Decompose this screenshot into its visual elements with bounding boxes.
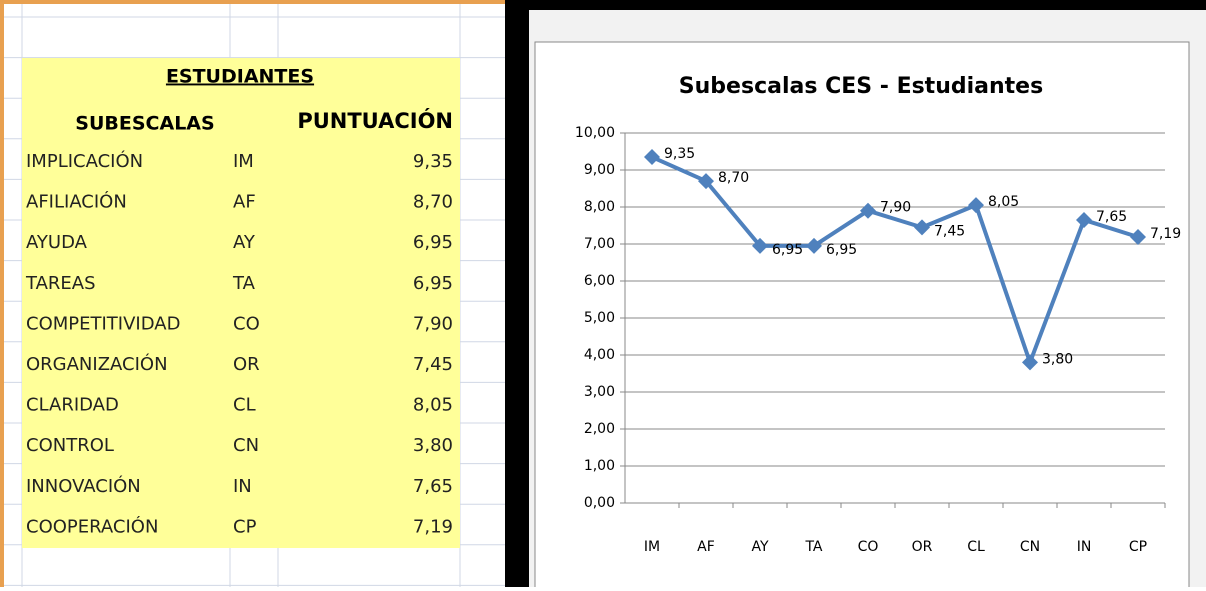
x-tick-label: TA (804, 539, 822, 555)
y-tick-label: 2,00 (584, 421, 615, 437)
data-label: 8,70 (718, 170, 749, 186)
data-label: 9,35 (664, 146, 695, 162)
row-name: AYUDA (26, 232, 88, 253)
data-label: 7,19 (1150, 226, 1181, 242)
row-code: OR (233, 354, 260, 375)
row-score: 7,65 (413, 476, 453, 497)
row-score: 6,95 (413, 273, 453, 294)
row-score: 7,90 (413, 313, 453, 334)
x-tick-label: IN (1077, 539, 1092, 555)
table-title: ESTUDIANTES (166, 66, 314, 88)
marker (644, 149, 660, 166)
data-label: 3,80 (1042, 351, 1073, 367)
row-code: IM (233, 151, 254, 172)
y-tick-label: 0,00 (584, 495, 615, 511)
y-tick-label: 5,00 (584, 310, 615, 326)
marker (860, 202, 876, 219)
x-tick-label: OR (912, 539, 933, 555)
table-header: SUBESCALAS (75, 113, 214, 135)
row-code: AY (233, 232, 256, 253)
marker (1130, 228, 1146, 245)
data-label: 7,90 (880, 200, 911, 216)
row-name: ORGANIZACIÓN (26, 353, 168, 375)
row-name: AFILIACIÓN (26, 191, 127, 213)
row-name: TAREAS (25, 273, 96, 294)
row-code: IN (233, 476, 252, 497)
data-label: 7,65 (1096, 209, 1127, 225)
row-name: CLARIDAD (26, 395, 119, 416)
x-tick-label: CL (967, 539, 985, 555)
y-tick-label: 7,00 (584, 236, 615, 252)
row-score: 8,05 (413, 395, 453, 416)
frame-left (0, 0, 4, 587)
row-name: CONTROL (26, 435, 114, 456)
row-score: 3,80 (413, 435, 453, 456)
row-code: CP (233, 516, 257, 537)
row-name: COOPERACIÓN (26, 515, 158, 537)
chart-area (534, 41, 1190, 591)
x-tick-label: IM (644, 539, 660, 555)
row-score: 7,45 (413, 354, 453, 375)
y-tick-label: 3,00 (584, 384, 615, 400)
x-tick-label: AF (697, 539, 715, 555)
marker (806, 237, 822, 254)
frame-divider (505, 0, 517, 587)
y-tick-label: 1,00 (584, 458, 615, 474)
frame-left-right (517, 0, 529, 587)
row-code: CO (233, 313, 260, 334)
y-tick-label: 4,00 (584, 347, 615, 363)
marker (914, 219, 930, 236)
x-tick-label: CN (1020, 539, 1040, 555)
y-tick-label: 6,00 (584, 273, 615, 289)
marker (968, 197, 984, 214)
series-line (651, 155, 1139, 365)
data-label: 8,05 (988, 194, 1019, 210)
row-score: 7,19 (413, 516, 453, 537)
row-score: 8,70 (413, 192, 453, 213)
frame-top (0, 0, 515, 4)
row-code: CN (233, 435, 259, 456)
row-name: INNOVACIÓN (26, 475, 141, 497)
marker (752, 237, 768, 254)
data-label: 6,95 (826, 242, 857, 258)
row-code: AF (233, 192, 256, 213)
row-name: IMPLICACIÓN (26, 150, 143, 172)
y-tick-label: 8,00 (584, 199, 615, 215)
row-score: 6,95 (413, 232, 453, 253)
data-label: 6,95 (772, 242, 803, 258)
marker (698, 173, 714, 190)
y-tick-label: 10,00 (575, 125, 615, 141)
y-tick-label: 9,00 (584, 162, 615, 178)
row-code: CL (233, 395, 256, 416)
yellow-range (22, 58, 460, 548)
chart-title: Subescalas CES - Estudiantes (679, 74, 1043, 99)
frame-top-right (517, 0, 1206, 10)
row-code: TA (232, 273, 256, 294)
row-score: 9,35 (413, 151, 453, 172)
x-tick-label: AY (751, 539, 768, 555)
marker (1022, 354, 1038, 371)
marker (1076, 211, 1092, 228)
x-tick-label: CO (858, 539, 879, 555)
x-tick-label: CP (1129, 539, 1147, 555)
table-header: PUNTUACIÓN (297, 108, 453, 133)
data-label: 7,45 (934, 223, 965, 239)
row-name: COMPETITIVIDAD (26, 313, 180, 334)
